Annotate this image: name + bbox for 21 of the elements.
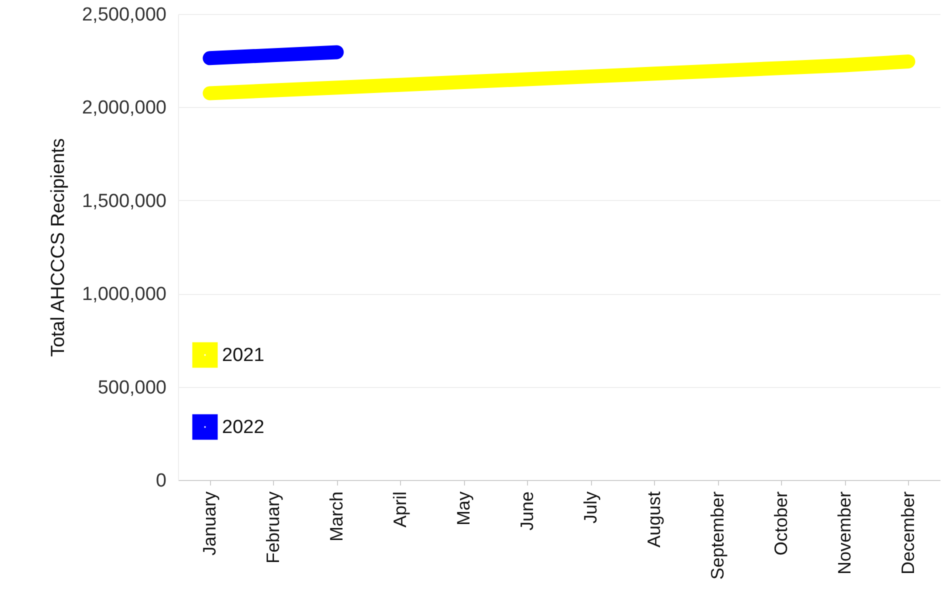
- x-tick-label: May: [453, 492, 474, 526]
- x-tick-label: November: [834, 491, 854, 575]
- y-tick-label: 500,000: [98, 377, 166, 398]
- x-tick-label: September: [707, 492, 728, 580]
- x-tick-label: March: [326, 492, 346, 542]
- legend-label: 2022: [222, 417, 264, 438]
- x-tick-label: January: [199, 492, 220, 556]
- x-tick-label: February: [262, 492, 283, 564]
- x-tick-label: December: [898, 491, 918, 575]
- y-tick-label: 2,000,000: [82, 98, 166, 119]
- y-tick-label: 2,500,000: [82, 4, 166, 26]
- x-tick-label: October: [770, 491, 791, 556]
- x-tick-label: June: [516, 492, 537, 531]
- legend-label: 2021: [222, 345, 264, 366]
- x-tick-label: July: [580, 492, 600, 524]
- y-axis-title: Total AHCCCS Recipients: [48, 138, 69, 357]
- y-tick-label: 1,500,000: [82, 190, 166, 212]
- x-tick-label: April: [390, 492, 410, 528]
- y-tick-label: 0: [156, 470, 166, 492]
- y-tick-label: 1,000,000: [82, 284, 166, 306]
- x-tick-label: August: [644, 492, 664, 548]
